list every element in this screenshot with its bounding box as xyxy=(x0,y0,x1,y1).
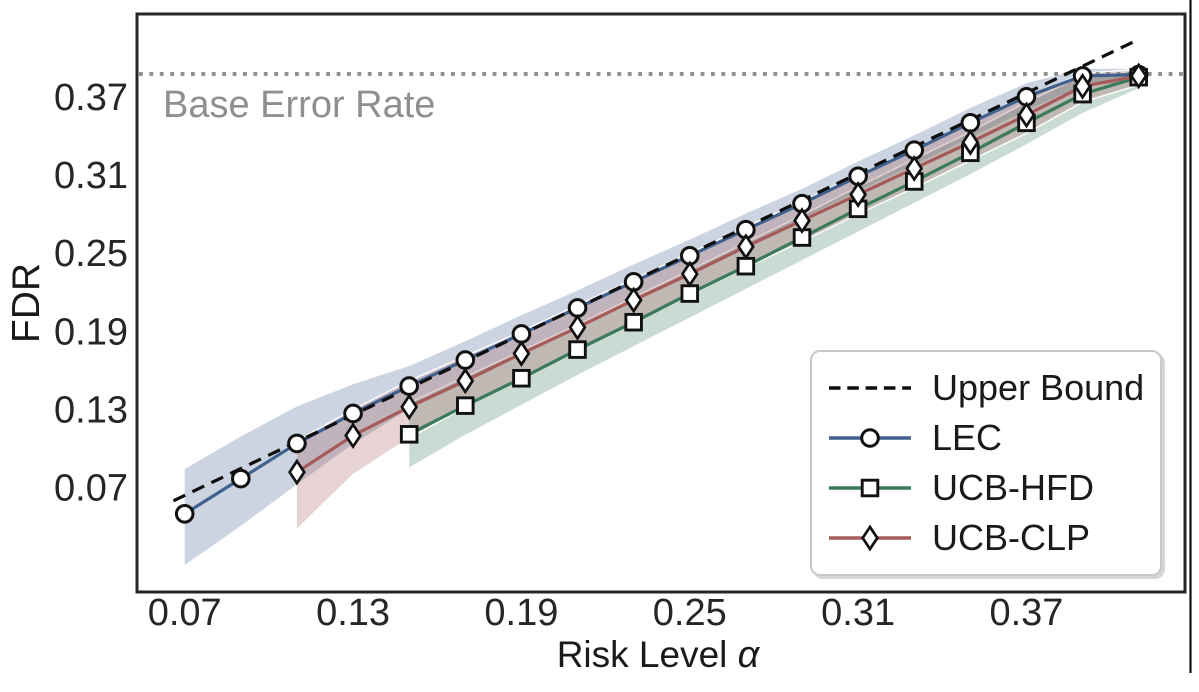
legend-label: Upper Bound xyxy=(932,367,1145,408)
legend-item-lec: LEC xyxy=(826,413,1146,463)
legend-item-ucb-clp: UCB-CLP xyxy=(826,513,1146,563)
x-tick-label: 0.37 xyxy=(989,592,1063,634)
plot-border xyxy=(135,12,1187,594)
x-axis-label-text: Risk Level xyxy=(556,634,738,675)
y-tick-label: 0.31 xyxy=(54,155,128,197)
ucb-hfd-line xyxy=(407,75,1141,436)
legend-item-ucb-hfd: UCB-HFD xyxy=(826,463,1146,513)
ucb-hfd-confidence-band xyxy=(408,69,1140,469)
ucb-hfd-square-line-icon xyxy=(829,478,911,498)
ucb-clp-markers xyxy=(288,62,1148,486)
x-tick-label: 0.07 xyxy=(148,592,222,634)
y-tick-label: 0.07 xyxy=(54,468,128,510)
y-tick-label: 0.19 xyxy=(54,311,128,353)
lec-circle-line-icon xyxy=(829,428,911,448)
legend-label: UCB-CLP xyxy=(932,517,1091,558)
x-axis-label: Risk Level α xyxy=(557,634,760,677)
legend-label: LEC xyxy=(932,417,1003,458)
legend: Upper Bound LEC UCB-HFD UCB-CLP xyxy=(810,350,1162,576)
x-tick-label: 0.13 xyxy=(316,592,390,634)
y-tick-label: 0.25 xyxy=(54,233,128,275)
y-tick-label: 0.13 xyxy=(54,390,128,432)
legend-item-upper-bound: Upper Bound xyxy=(826,363,1146,413)
y-tick-label: 0.37 xyxy=(54,77,128,119)
lec-markers xyxy=(174,64,1149,524)
y-axis-label: FDR xyxy=(5,262,48,344)
legend-label: UCB-HFD xyxy=(932,467,1094,508)
ucb-clp-line xyxy=(295,74,1141,474)
base-error-rate-label: Base Error Rate xyxy=(163,84,436,126)
alpha-symbol: α xyxy=(737,634,760,676)
ucb-clp-diamond-line-icon xyxy=(829,524,911,552)
x-tick-label: 0.31 xyxy=(821,592,895,634)
x-tick-label: 0.25 xyxy=(653,592,727,634)
upper-bound-dashed-line-icon xyxy=(829,386,911,390)
x-tick-label: 0.19 xyxy=(484,592,558,634)
